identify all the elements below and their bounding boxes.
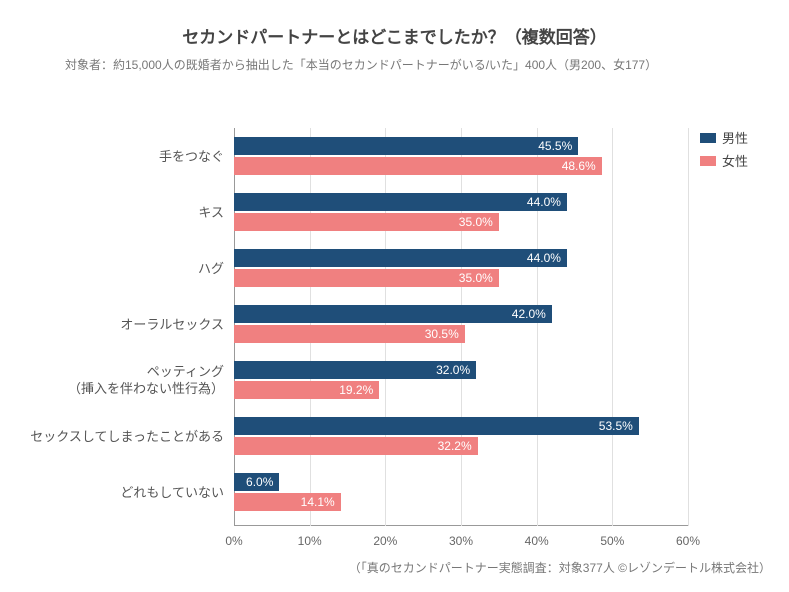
chart-footnote: （「真のセカンドパートナー実態調査：対象377人 ©レゾンデートル株式会社） (349, 559, 771, 576)
bar-value-label: 32.0% (234, 361, 476, 379)
bar-value-label: 45.5% (234, 137, 578, 155)
category-label: どれもしていない (4, 484, 224, 501)
bar-value-label: 30.5% (234, 325, 465, 343)
legend-label: 男性 (722, 128, 748, 147)
gridline (537, 128, 538, 526)
bar-value-label: 35.0% (234, 213, 499, 231)
bar-value-label: 44.0% (234, 193, 567, 211)
bar-value-label: 32.2% (234, 437, 478, 455)
legend-label: 女性 (722, 151, 748, 170)
bar-value-label: 19.2% (234, 381, 379, 399)
gridline (688, 128, 689, 526)
x-tick-label: 50% (600, 534, 624, 548)
category-label: セックスしてしまったことがある (4, 428, 224, 445)
x-tick-label: 60% (676, 534, 700, 548)
bar-value-label: 44.0% (234, 249, 567, 267)
x-tick-label: 30% (449, 534, 473, 548)
legend: 男性女性 (700, 128, 748, 174)
legend-item: 女性 (700, 151, 748, 170)
bar-value-label: 6.0% (234, 473, 279, 491)
bar-value-label: 48.6% (234, 157, 602, 175)
x-tick-label: 40% (525, 534, 549, 548)
category-label: キス (4, 204, 224, 221)
gridline (612, 128, 613, 526)
legend-swatch (700, 156, 716, 166)
x-tick-label: 20% (373, 534, 397, 548)
legend-swatch (700, 133, 716, 143)
page: セカンドパートナーとはどこまでしたか？（複数回答） 対象者：約15,000人の既… (0, 0, 789, 592)
x-tick-label: 0% (225, 534, 242, 548)
category-label: オーラルセックス (4, 316, 224, 333)
plot-area: 0%10%20%30%40%50%60%45.5%48.6%44.0%35.0%… (234, 128, 688, 526)
bar-value-label: 14.1% (234, 493, 341, 511)
bar-value-label: 35.0% (234, 269, 499, 287)
chart-area: 0% 10% 20% 30% 40% 50% 60% 45.5% 48.6% 44.0% 35.0%… (0, 0, 789, 592)
bar-value-label: 53.5% (234, 417, 639, 435)
bar-value-label: 42.0% (234, 305, 552, 323)
category-label: ペッティング （挿入を伴わない性行為） (4, 363, 224, 397)
category-label: 手をつなぐ (4, 148, 224, 165)
x-tick-label: 10% (298, 534, 322, 548)
legend-item: 男性 (700, 128, 748, 147)
category-label: ハグ (4, 260, 224, 277)
